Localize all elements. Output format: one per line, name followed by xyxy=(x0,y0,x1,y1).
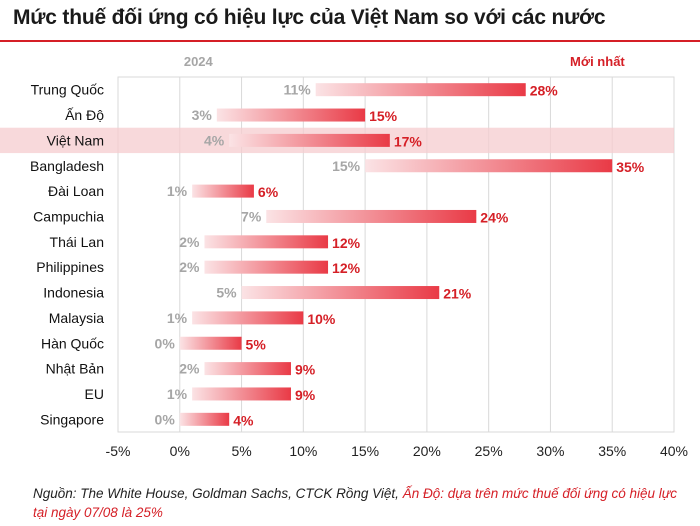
old-value-label: 1% xyxy=(167,310,188,326)
bar xyxy=(192,184,254,198)
new-value-label: 4% xyxy=(233,412,254,428)
new-value-label: 9% xyxy=(295,387,316,403)
category-label: Nhật Bản xyxy=(46,361,104,377)
chart-title: Mức thuế đối ứng có hiệu lực của Việt Na… xyxy=(13,6,606,29)
bar xyxy=(179,412,230,426)
x-tick-label: 20% xyxy=(413,443,441,459)
new-value-label: 10% xyxy=(307,311,336,327)
old-value-label: 2% xyxy=(179,361,200,377)
series-header-2024: 2024 xyxy=(184,54,214,69)
x-tick-label: 40% xyxy=(660,443,688,459)
bar xyxy=(315,83,526,97)
new-value-label: 24% xyxy=(480,209,509,225)
source-note: Nguồn: The White House, Goldman Sachs, C… xyxy=(33,484,693,522)
old-value-label: 2% xyxy=(179,234,200,250)
x-tick-label: 5% xyxy=(231,443,251,459)
new-value-label: 35% xyxy=(616,159,645,175)
category-label: Indonesia xyxy=(43,285,104,301)
category-label: Hàn Quốc xyxy=(41,335,104,351)
new-value-label: 9% xyxy=(295,362,316,378)
bar xyxy=(204,235,329,249)
category-label: Ấn Độ xyxy=(65,107,104,123)
old-value-label: 4% xyxy=(204,132,225,148)
new-value-label: 17% xyxy=(394,133,423,149)
bar-layer xyxy=(179,83,613,426)
category-label: Singapore xyxy=(40,411,104,427)
bar xyxy=(216,108,366,122)
x-tick-label: 10% xyxy=(289,443,317,459)
category-label: Philippines xyxy=(36,259,104,275)
category-label: Campuchia xyxy=(33,208,104,224)
source-text: Nguồn: The White House, Goldman Sachs, C… xyxy=(33,486,403,501)
bar xyxy=(204,362,291,376)
bar xyxy=(229,133,390,147)
new-value-label: 12% xyxy=(332,260,361,276)
category-label: Malaysia xyxy=(49,310,104,326)
old-value-label: 0% xyxy=(155,335,176,351)
new-value-label: 6% xyxy=(258,184,279,200)
old-value-label: 3% xyxy=(192,107,213,123)
category-label: Bangladesh xyxy=(30,158,104,174)
x-tick-label: 15% xyxy=(351,443,379,459)
x-tick-label: -5% xyxy=(106,443,131,459)
category-label: Thái Lan xyxy=(50,234,104,250)
x-tick-label: 30% xyxy=(536,443,564,459)
series-header-latest: Mới nhất xyxy=(570,54,625,69)
category-label: EU xyxy=(85,386,104,402)
old-value-label: 7% xyxy=(241,208,262,224)
title-rule xyxy=(0,40,700,42)
old-value-label: 5% xyxy=(216,285,237,301)
x-tick-label: 0% xyxy=(170,443,190,459)
bar xyxy=(266,209,477,223)
bar xyxy=(241,286,440,300)
category-label: Đài Loan xyxy=(48,183,104,199)
bar xyxy=(179,336,242,350)
category-label: Trung Quốc xyxy=(31,82,104,98)
bar xyxy=(192,387,291,401)
old-value-label: 2% xyxy=(179,259,200,275)
x-tick-label: 35% xyxy=(598,443,626,459)
new-value-label: 15% xyxy=(369,108,398,124)
x-tick-label: 25% xyxy=(475,443,503,459)
old-value-label: 0% xyxy=(155,411,176,427)
old-value-label: 1% xyxy=(167,183,188,199)
bar-chart: -5% 0% 5% 10% 15% 20% 25% 30% 35% 40% 2024 Mới nhất… xyxy=(0,54,688,459)
bar xyxy=(204,260,329,274)
old-value-label: 1% xyxy=(167,386,188,402)
new-value-label: 5% xyxy=(246,336,267,352)
bar xyxy=(365,159,613,173)
source-india-note: Ấn Độ: dựa trên mức thuế đối ứng có hiệu… xyxy=(33,486,678,520)
category-label: Việt Nam xyxy=(47,132,104,148)
bar xyxy=(192,311,304,325)
old-value-label: 15% xyxy=(332,158,361,174)
new-value-label: 21% xyxy=(443,286,472,302)
new-value-label: 28% xyxy=(530,83,559,99)
new-value-label: 12% xyxy=(332,235,361,251)
label-layer: -5% 0% 5% 10% 15% 20% 25% 30% 35% 40% 2024 Mới nhất… xyxy=(30,54,688,459)
old-value-label: 11% xyxy=(283,82,311,98)
